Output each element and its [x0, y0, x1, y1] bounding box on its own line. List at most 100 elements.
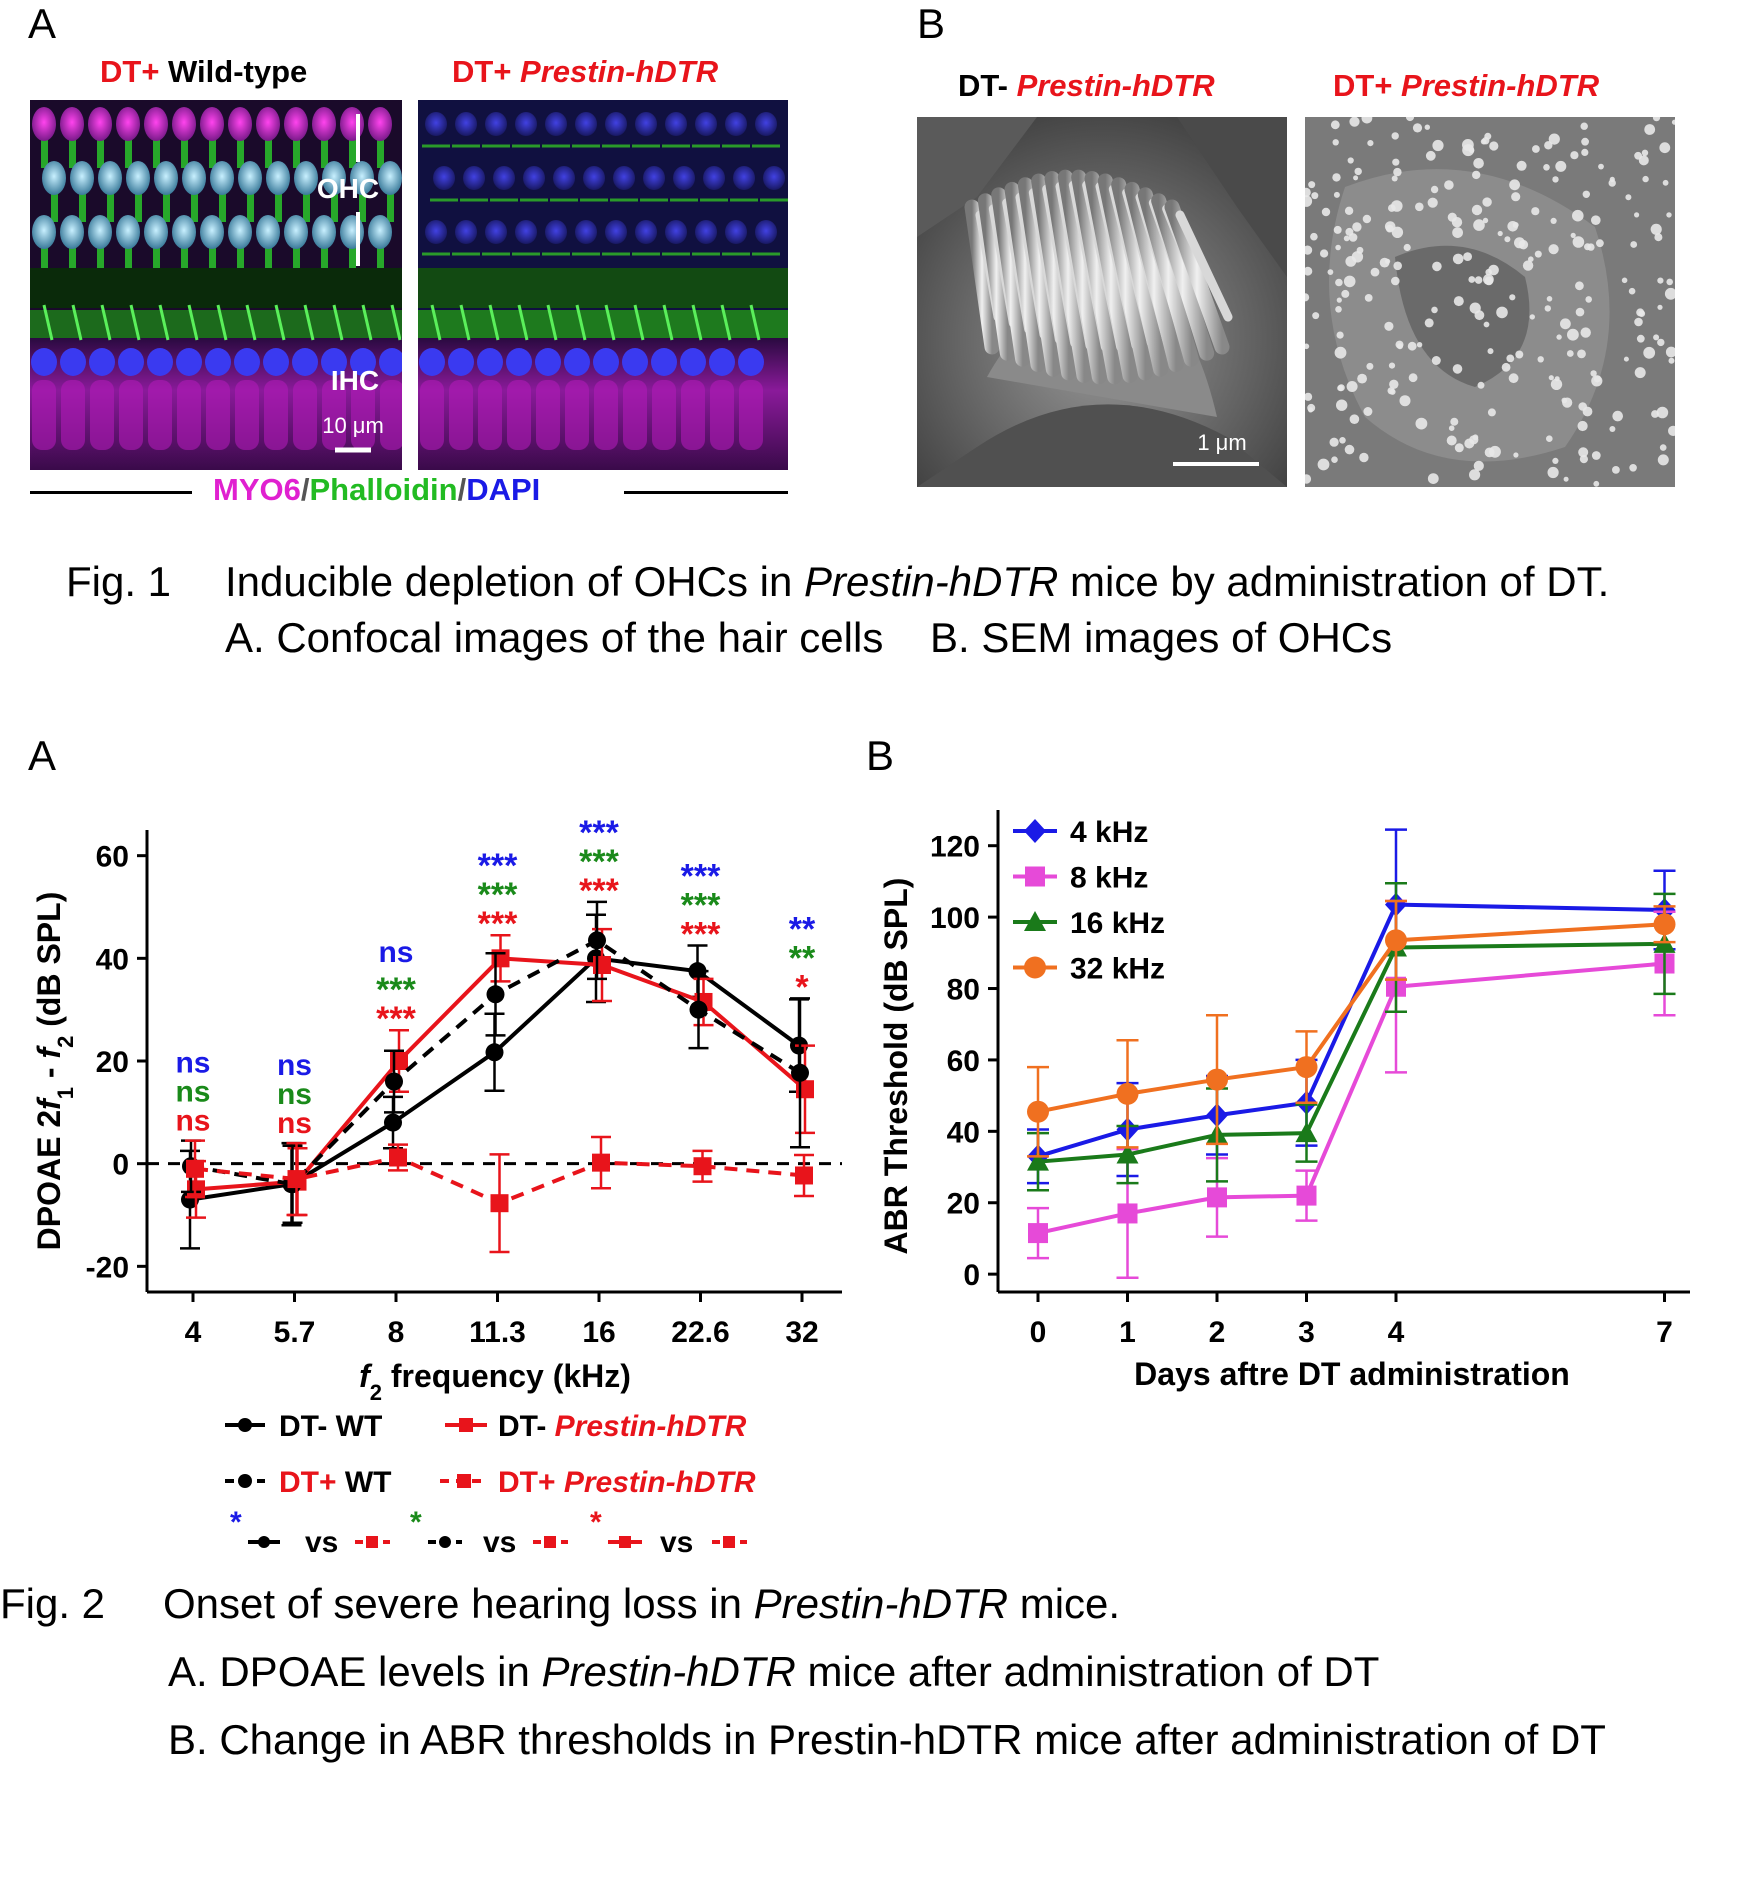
ohc-nucleus [575, 112, 597, 136]
microvillus [1575, 307, 1585, 317]
legend-marker-dtminus-wt [238, 1418, 252, 1432]
legend-label-dtminus-wt: DT- WT [279, 1410, 382, 1443]
ohc-nucleus [673, 166, 695, 190]
ohc-nucleus [493, 166, 515, 190]
microvillus [1489, 445, 1501, 458]
stereocilium [1017, 177, 1061, 377]
ohc-phalloidin-mark [41, 138, 48, 168]
stereocilium [1097, 173, 1153, 381]
fig2-caption-number: Fig. 2 [0, 1580, 106, 1627]
microvillus [1638, 155, 1649, 166]
ohc-nucleus [635, 112, 657, 136]
dpoae-point [588, 931, 606, 950]
ohc-phalloidin-mark [349, 246, 356, 276]
microvillus [1391, 226, 1404, 238]
dpoae-point [795, 1166, 813, 1185]
ihc-cell-body [293, 380, 317, 450]
microvillus [1552, 457, 1559, 464]
ohc-phalloidin-mark [69, 246, 76, 276]
dpoae-point [287, 1170, 306, 1189]
microvillus [1496, 306, 1508, 319]
ohc-nucleus [613, 166, 635, 190]
ohc-phalloidin-mark [97, 138, 104, 168]
ohc-phalloidin-mark [247, 192, 254, 222]
abr-series-line [1037, 961, 1665, 1236]
microvillus [1487, 408, 1496, 417]
ihc-nucleus [263, 348, 289, 376]
microvillus [1424, 318, 1434, 328]
ohc-phalloidin-mark [303, 192, 310, 222]
legend-label-dtplus-wt: DT+ WT [279, 1466, 392, 1499]
microvillus [1431, 306, 1438, 314]
dpoae-x-tick-label: 5.7 [274, 1316, 316, 1349]
abr-point [1296, 1185, 1317, 1206]
ohc-cell-body [182, 161, 206, 195]
legend-marker-dtplus-wt [238, 1474, 252, 1488]
microvillus [1336, 297, 1342, 303]
microvillus [1570, 232, 1576, 238]
stereocilium [1164, 199, 1230, 355]
ohc-cell-body [312, 107, 336, 141]
dpoae-point [389, 1148, 407, 1167]
ohc-phalloidin-mark [265, 246, 272, 276]
ihc-stereocilia-mark [42, 304, 54, 341]
microvillus [1407, 341, 1417, 351]
microvillus [1397, 343, 1403, 350]
ohc-nucleus [553, 166, 575, 190]
microvillus [1578, 447, 1589, 458]
stain-myo6: MYO6 [213, 472, 301, 507]
ihc-stereocilia-mark [430, 304, 442, 341]
microvillus [1431, 356, 1441, 365]
microvillus [1546, 435, 1553, 443]
microvillus [1665, 346, 1675, 358]
ohc-phalloidin-mark [41, 246, 48, 276]
fig2-caption-line2: A. DPOAE levels in Prestin-hDTR mice aft… [168, 1648, 1380, 1695]
dpoae-x-tick-label: 16 [582, 1316, 615, 1349]
microvillus [1473, 158, 1484, 169]
svg-text:*: * [590, 1506, 602, 1539]
ohc-cell-body [228, 107, 252, 141]
microvillus [1305, 266, 1313, 276]
ohc-nucleus [695, 220, 717, 244]
microvillus [1361, 117, 1373, 124]
confocal-image-wild-type: OHC IHC 10 μm [30, 100, 402, 470]
microvillus [1584, 243, 1591, 251]
fig1-panel-a-letter: A [28, 0, 57, 47]
microvillus [1634, 317, 1643, 327]
microvillus [1512, 222, 1519, 228]
ihc-stereocilia-mark [488, 304, 500, 341]
stereocilium [1151, 193, 1215, 361]
microvillus [1353, 175, 1359, 181]
ihc-nucleus [419, 348, 445, 376]
abr-point [1295, 1122, 1318, 1143]
microvillus [1671, 119, 1675, 125]
legend-label-dtplus-hdtr: DT+ Prestin-hDTR [498, 1466, 756, 1499]
ihc-stereocilia-mark [546, 304, 558, 341]
ohc-cell-body [144, 107, 168, 141]
ihc-stereocilia-mark [662, 304, 674, 341]
ihc-cell-body [206, 380, 230, 450]
ohc-phalloidin-mark [107, 192, 114, 222]
microvillus [1634, 367, 1646, 379]
dpoae-chart: -20 0 20 40 60 4 5.7 8 11.3 16 22.6 32 f2 frequency … [31, 814, 842, 1559]
ohc-cell-body [60, 107, 84, 141]
microvillus [1634, 212, 1640, 218]
ohc-cell-body [32, 107, 56, 141]
microvillus [1482, 197, 1492, 207]
microvillus [1509, 179, 1520, 191]
ihc-nucleus [379, 348, 402, 376]
ihc-stereocilia-mark [575, 304, 587, 341]
dpoae-point [186, 1159, 204, 1178]
abr-x-tick-label: 7 [1656, 1316, 1673, 1349]
microvillus [1317, 458, 1330, 471]
microvillus [1308, 181, 1316, 189]
microvillus [1556, 334, 1562, 340]
dpoae-y-tick-label: 60 [96, 841, 129, 874]
microvillus [1335, 278, 1343, 287]
stereocilium [1057, 169, 1107, 385]
microvillus [1370, 267, 1380, 277]
microvillus [1427, 197, 1438, 208]
ohc-cell-body [88, 107, 112, 141]
microvillus [1399, 395, 1411, 407]
stain-phalloidin: Phalloidin [309, 472, 458, 507]
